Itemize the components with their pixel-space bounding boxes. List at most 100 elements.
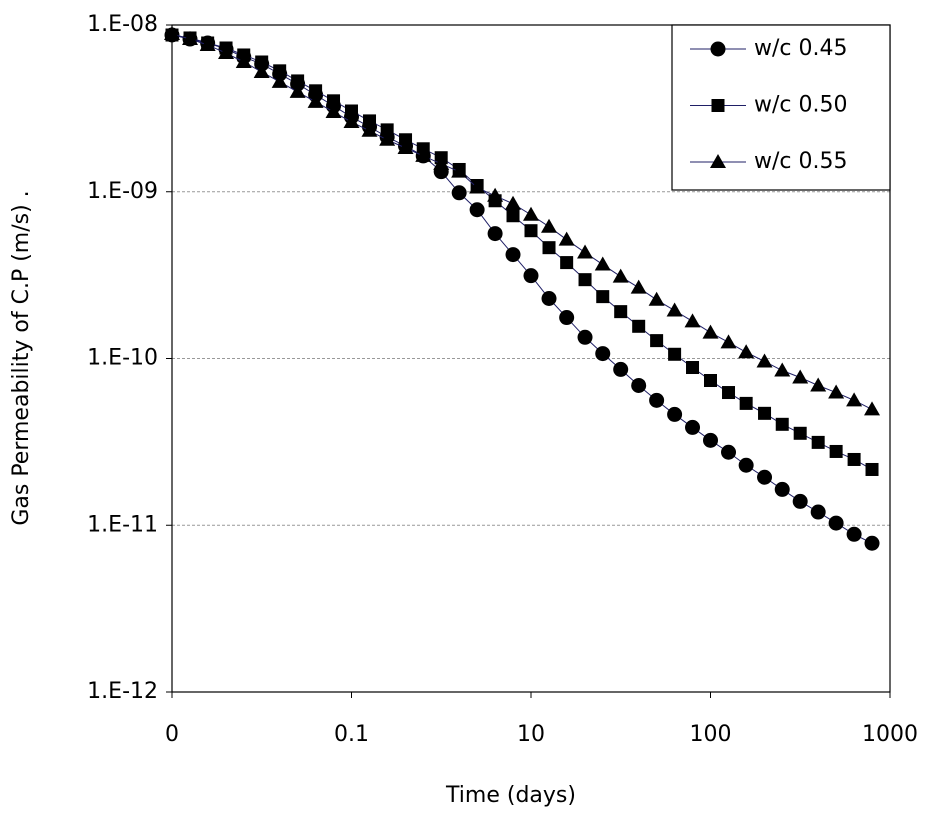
legend-label: w/c 0.55 [754,149,847,174]
marker [505,247,521,263]
marker [710,154,726,168]
marker [577,244,594,259]
x-tick-label: 0 [165,722,179,747]
series-line [171,33,873,410]
marker [829,444,843,458]
marker [810,377,827,392]
marker [703,432,718,448]
marker [758,406,772,420]
marker [524,224,538,238]
series-line [171,34,873,544]
marker [487,226,503,242]
marker [291,74,305,88]
marker [182,31,199,46]
marker [199,36,216,51]
marker [738,344,755,359]
marker [864,401,881,416]
marker [649,392,665,408]
marker [469,179,486,194]
marker [541,218,558,233]
marker [325,103,342,118]
marker [792,369,809,384]
marker [345,104,358,118]
y-tick-label: 1.E-08 [87,12,158,37]
marker [847,452,861,466]
marker [578,273,592,287]
marker [415,147,432,162]
marker [487,187,504,202]
marker [397,139,414,154]
marker [361,122,378,137]
marker [273,64,287,78]
marker [686,361,700,375]
y-tick-label: 1.E-09 [87,179,158,204]
marker [650,334,664,348]
legend-label: w/c 0.45 [754,36,847,61]
y-tick-label: 1.E-12 [87,679,158,704]
marker [792,493,808,509]
x-tick-label: 0.1 [334,722,369,747]
x-tick-label: 10 [517,722,545,747]
marker [793,426,807,440]
marker [596,290,610,304]
marker [594,256,611,271]
marker [379,131,396,146]
marker [631,377,647,393]
series-line [171,34,873,470]
marker [648,291,665,306]
marker [756,353,773,368]
marker [810,504,826,520]
marker [614,305,628,319]
y-tick-label: 1.E-10 [87,346,158,371]
legend-label: w/c 0.50 [754,93,847,118]
marker [774,481,790,497]
marker [630,279,647,294]
marker [505,195,522,210]
marker [828,515,844,531]
marker [343,113,360,128]
x-axis-title: Time (days) [445,783,576,808]
marker [542,241,556,255]
marker [399,133,413,147]
marker [739,396,753,410]
marker [289,83,306,98]
marker [684,313,701,328]
marker [774,362,791,377]
marker [558,231,575,246]
marker [846,392,863,407]
marker [559,310,575,326]
marker [523,206,539,221]
marker [577,329,593,345]
marker [721,444,737,460]
marker [451,185,467,201]
marker [612,268,629,283]
marker [433,155,450,170]
marker [864,535,880,551]
marker [828,384,845,399]
marker [711,99,725,112]
marker [380,123,394,137]
marker [775,417,789,431]
marker [865,462,879,476]
marker [218,45,235,60]
marker [710,41,726,57]
y-axis-title: Gas Permeability of C.P (m/s) . [9,190,34,525]
marker [811,435,825,449]
marker [720,334,737,349]
marker [255,55,269,69]
y-tick-label: 1.E-11 [87,512,158,537]
marker [309,84,323,98]
marker [523,268,539,284]
marker [164,26,180,41]
marker [846,526,862,542]
marker [235,53,252,68]
marker [327,94,341,108]
marker [722,386,736,400]
marker [595,346,611,362]
plot-frame [171,24,891,693]
marker [271,73,288,88]
marker [738,457,754,473]
marker [666,302,683,317]
marker [560,256,574,270]
